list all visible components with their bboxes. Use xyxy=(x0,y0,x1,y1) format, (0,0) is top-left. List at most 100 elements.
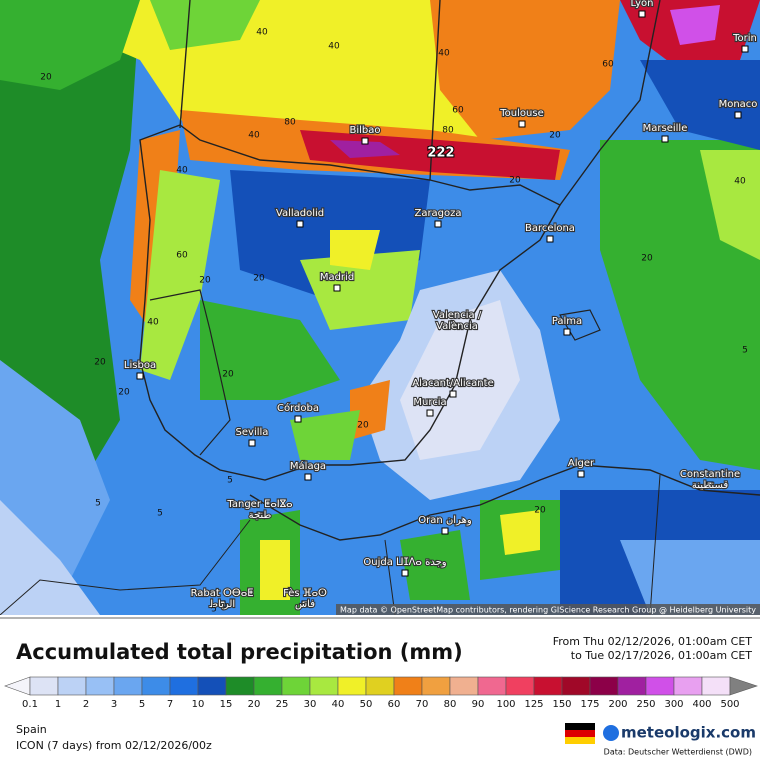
colorbar-box xyxy=(85,676,115,696)
contour-label: 20 xyxy=(222,370,234,380)
city-label: Torin xyxy=(732,33,757,44)
contour-label: 5 xyxy=(742,346,748,356)
colorbar-label: 15 xyxy=(220,699,233,710)
contour-label: 20 xyxy=(509,176,521,186)
colorbar-box xyxy=(253,676,283,696)
colorbar-box xyxy=(141,676,171,696)
city-label: Fès ⴼⴰⵙ xyxy=(283,587,327,599)
colorbar-box xyxy=(701,676,731,696)
colorbar-label: 0.1 xyxy=(22,699,38,710)
city-marker xyxy=(361,137,369,145)
contour-label: 40 xyxy=(147,318,159,328)
colorbar-label: 200 xyxy=(608,699,627,710)
colorbar-label: 300 xyxy=(664,699,683,710)
colorbar-label: 1 xyxy=(55,699,61,710)
city-label: Constantine xyxy=(680,469,740,480)
colorbar-label: 100 xyxy=(496,699,515,710)
city-marker xyxy=(301,600,309,608)
colorbar-box xyxy=(449,676,479,696)
contour-label: 20 xyxy=(94,358,106,368)
model-label: ICON (7 days) from 02/12/2026/00z xyxy=(16,739,212,752)
data-source: Data: Deutscher Wetterdienst (DWD) xyxy=(604,748,752,757)
city-marker xyxy=(734,111,742,119)
contour-label: 60 xyxy=(452,106,464,116)
contour-label: 40 xyxy=(256,28,268,38)
colorbar-box xyxy=(309,676,339,696)
colorbar-box xyxy=(421,676,451,696)
brand: meteologix.com xyxy=(621,724,756,742)
city-marker xyxy=(518,120,526,128)
colorbar-label: 150 xyxy=(552,699,571,710)
colorbar-box xyxy=(533,676,563,696)
city-marker xyxy=(296,220,304,228)
contour-label: 5 xyxy=(227,476,233,486)
city-marker xyxy=(577,470,585,478)
city-marker xyxy=(333,284,341,292)
city-label: Lisboa xyxy=(124,360,156,371)
colorbar-box xyxy=(365,676,395,696)
city-label: València xyxy=(436,320,478,332)
city-label: Alacant/Alicante xyxy=(412,378,493,389)
date-from: From Thu 02/12/2026, 01:00am CET xyxy=(553,635,753,648)
city-label: Alger xyxy=(568,458,595,469)
contour-label: 40 xyxy=(438,49,450,59)
colorbar-label: 80 xyxy=(444,699,457,710)
contour-label: 20 xyxy=(641,254,653,264)
city-marker xyxy=(441,527,449,535)
city-label: Zaragoza xyxy=(414,208,461,219)
city-label: طنجة xyxy=(249,510,272,521)
city-marker xyxy=(401,569,409,577)
city-label: Marseille xyxy=(643,123,688,134)
city-marker xyxy=(304,473,312,481)
city-marker xyxy=(449,390,457,398)
city-marker xyxy=(661,135,669,143)
colorbar-label: 60 xyxy=(388,699,401,710)
region-label: Spain xyxy=(16,723,47,736)
colorbar-label: 3 xyxy=(111,699,117,710)
contour-label: 20 xyxy=(253,274,265,284)
colorbar-box xyxy=(645,676,675,696)
city-marker xyxy=(294,415,302,423)
map-attribution: Map data © OpenStreetMap contributors, r… xyxy=(340,606,756,615)
city-label: Bilbao xyxy=(349,125,380,136)
colorbar-label: 25 xyxy=(276,699,289,710)
colorbar-over xyxy=(729,676,758,696)
city-label: Toulouse xyxy=(499,108,543,119)
contour-label: 60 xyxy=(602,60,614,70)
city-label: Valencia / xyxy=(433,310,482,321)
city-label: Lyon xyxy=(630,0,653,9)
colorbar-label: 5 xyxy=(139,699,145,710)
city-marker xyxy=(136,372,144,380)
colorbar-label: 2 xyxy=(83,699,89,710)
city-label: فاس xyxy=(295,599,315,610)
colorbar-label: 30 xyxy=(304,699,317,710)
colorbar-box xyxy=(169,676,199,696)
city-marker xyxy=(638,10,646,18)
colorbar-box xyxy=(673,676,703,696)
city-marker xyxy=(426,409,434,417)
date-to: to Tue 02/17/2026, 01:00am CET xyxy=(571,649,753,662)
colorbar-box xyxy=(617,676,647,696)
city-marker xyxy=(434,220,442,228)
max-value-label: 222 xyxy=(427,146,454,161)
colorbar-box xyxy=(337,676,367,696)
contour-label: 20 xyxy=(357,421,369,431)
city-marker xyxy=(453,322,461,330)
colorbar-label: 175 xyxy=(580,699,599,710)
colorbar-label: 500 xyxy=(720,699,739,710)
colorbar-label: 400 xyxy=(692,699,711,710)
city-marker xyxy=(218,600,226,608)
city-label: Tanger ⵟⴰⵏⴵⴰ xyxy=(226,499,292,510)
city-label: Oujda ⵡⵊⴷⴰ وجدة xyxy=(363,557,446,568)
colorbar-label: 50 xyxy=(360,699,373,710)
city-label: Oran وهران xyxy=(418,515,472,526)
contour-label: 5 xyxy=(157,509,163,519)
contour-label: 80 xyxy=(442,126,454,136)
contour-label: 20 xyxy=(199,276,211,286)
city-label: Rabat ⵔⴱⴰⵟ xyxy=(191,588,254,599)
colorbar-box xyxy=(393,676,423,696)
city-marker xyxy=(256,511,264,519)
colorbar-label: 20 xyxy=(248,699,261,710)
map-title: Accumulated total precipitation (mm) xyxy=(16,640,463,664)
